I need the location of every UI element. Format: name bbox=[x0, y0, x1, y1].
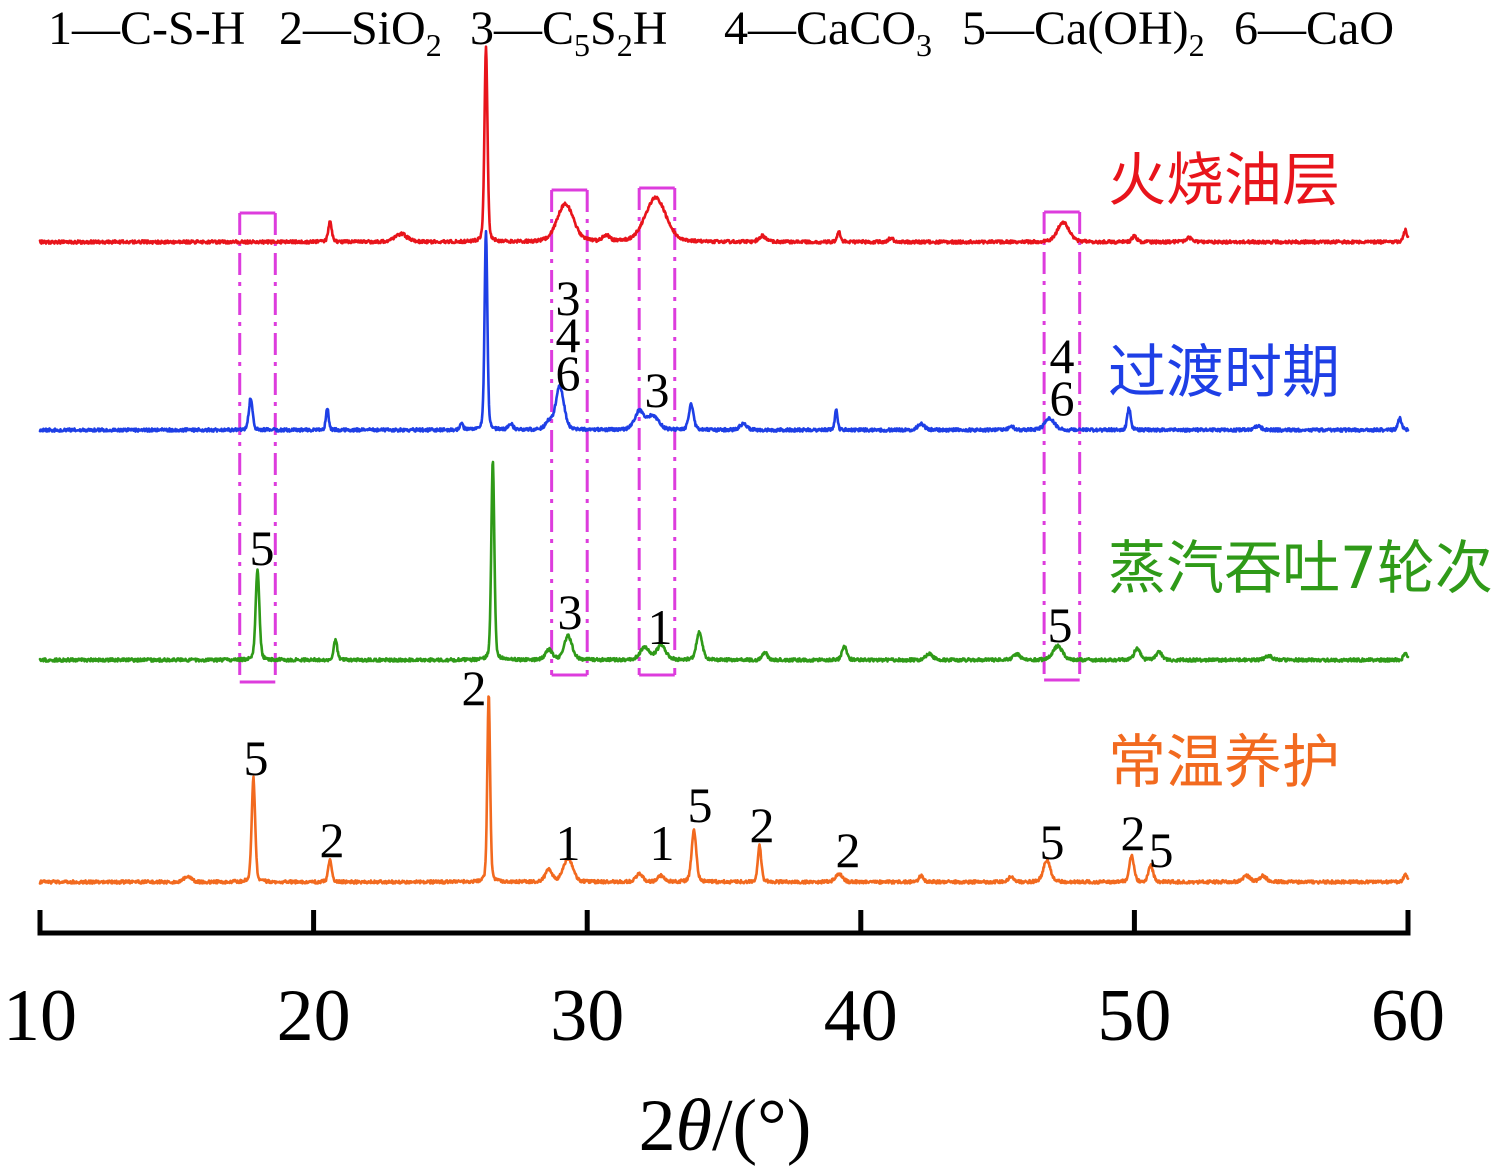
legend-item: 5—Ca(OH)2 bbox=[962, 2, 1205, 63]
peak-label: 2 bbox=[462, 660, 487, 716]
legend-label: 3—C bbox=[470, 2, 574, 55]
legend-item: 6—CaO bbox=[1234, 2, 1394, 55]
series-line bbox=[38, 695, 1410, 885]
legend-label: 1—C-S-H bbox=[48, 2, 245, 55]
peak-label: 3 bbox=[558, 584, 583, 640]
series-line bbox=[38, 45, 1410, 245]
highlight-box bbox=[1042, 210, 1082, 682]
legend-item: 3—C5S2H bbox=[470, 2, 667, 63]
peak-label: 6 bbox=[1050, 370, 1075, 426]
series-name-label: 火烧油层 bbox=[1108, 146, 1340, 214]
legend-label: H bbox=[633, 2, 668, 55]
peak-label: 4 bbox=[556, 307, 581, 363]
legend-subscript: 2 bbox=[617, 27, 633, 63]
legend-subscript: 2 bbox=[1189, 27, 1205, 63]
legend-subscript: 3 bbox=[916, 27, 932, 63]
peak-label: 4 bbox=[1050, 328, 1075, 384]
peak-label: 5 bbox=[1048, 597, 1073, 653]
series-line bbox=[38, 229, 1410, 433]
series-name-label: 蒸汽吞吐7轮次 bbox=[1108, 534, 1493, 602]
legend-label: 5—Ca(OH) bbox=[962, 2, 1189, 55]
series-1: 火烧油层 bbox=[38, 45, 1410, 245]
highlight-box bbox=[550, 188, 589, 677]
peak-label: 2 bbox=[836, 822, 861, 878]
series-name-label: 过渡时期 bbox=[1108, 338, 1340, 406]
peak-label: 6 bbox=[556, 345, 581, 401]
legend-label: 2—SiO bbox=[279, 2, 426, 55]
peak-label: 5 bbox=[250, 520, 275, 576]
x-tick-label: 40 bbox=[824, 975, 898, 1057]
legend-label: S bbox=[590, 2, 617, 55]
peak-label: 5 bbox=[1040, 814, 1065, 870]
x-tick-label: 10 bbox=[3, 975, 77, 1057]
peak-label: 5 bbox=[1149, 822, 1174, 878]
series-line bbox=[38, 460, 1410, 663]
peak-label: 5 bbox=[688, 777, 713, 833]
peak-label: 1 bbox=[650, 815, 675, 871]
peak-label: 2 bbox=[320, 812, 345, 868]
peak-label: 2 bbox=[750, 797, 775, 853]
peak-label: 2 bbox=[1121, 805, 1146, 861]
legend-label: 6—CaO bbox=[1234, 2, 1394, 55]
series-name-label: 常温养护 bbox=[1108, 728, 1340, 796]
series-3: 蒸汽吞吐7轮次 5 3 1 5 bbox=[38, 460, 1493, 663]
peak-label: 1 bbox=[648, 599, 673, 655]
x-tick-label: 20 bbox=[277, 975, 351, 1057]
x-tick-label: 50 bbox=[1097, 975, 1171, 1057]
x-axis-label: 2θ/(°) bbox=[639, 1085, 812, 1167]
legend-item: 1—C-S-H bbox=[48, 2, 245, 55]
x-axis: 10 20 30 40 50 60 bbox=[3, 910, 1445, 1057]
legend-subscript: 2 bbox=[426, 27, 442, 63]
peak-label: 3 bbox=[645, 362, 670, 418]
x-tick-label: 60 bbox=[1371, 975, 1445, 1057]
x-tick-label: 30 bbox=[550, 975, 624, 1057]
legend-item: 4—CaCO3 bbox=[724, 2, 932, 63]
legend-subscript: 5 bbox=[574, 27, 590, 63]
legend-label: 4—CaCO bbox=[724, 2, 916, 55]
peak-label: 1 bbox=[556, 815, 581, 871]
highlight-box bbox=[238, 211, 277, 684]
peak-label: 3 bbox=[556, 270, 581, 326]
legend-item: 2—SiO2 bbox=[279, 2, 442, 63]
peak-label: 5 bbox=[244, 730, 269, 786]
phase-legend: 1—C-S-H 2—SiO2 3—C5S2H 4—CaCO3 5—Ca(OH)2 6—Ca… bbox=[48, 2, 1394, 63]
